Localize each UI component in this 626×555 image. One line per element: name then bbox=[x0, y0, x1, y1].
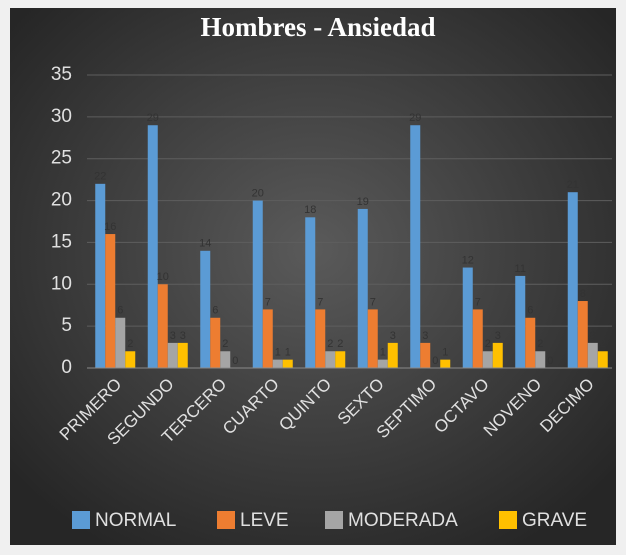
data-label: 19 bbox=[357, 196, 369, 208]
legend-label: GRAVE bbox=[522, 510, 587, 531]
data-label: 7 bbox=[475, 296, 481, 308]
data-label: 7 bbox=[370, 296, 376, 308]
bar bbox=[315, 309, 326, 368]
data-label: 12 bbox=[462, 254, 474, 266]
bar bbox=[492, 342, 503, 368]
data-label: 11 bbox=[515, 263, 526, 275]
data-label: 20 bbox=[252, 187, 264, 199]
data-label: 2 bbox=[537, 338, 543, 350]
bar bbox=[147, 125, 158, 368]
bar bbox=[377, 359, 388, 368]
bar bbox=[525, 317, 536, 368]
data-label: 6 bbox=[212, 305, 218, 317]
bar bbox=[420, 342, 431, 368]
data-label: 0 bbox=[547, 355, 553, 367]
data-label: 2 bbox=[485, 338, 491, 350]
bar bbox=[167, 342, 178, 368]
bar bbox=[577, 301, 588, 368]
y-tick-label: 5 bbox=[61, 315, 72, 336]
legend-swatch bbox=[325, 511, 343, 529]
data-label: 1 bbox=[380, 347, 386, 359]
data-label: 3 bbox=[422, 330, 428, 342]
bar bbox=[357, 208, 368, 368]
bar bbox=[200, 250, 211, 368]
data-label: 6 bbox=[117, 305, 123, 317]
y-tick-label: 20 bbox=[51, 190, 72, 211]
bar bbox=[210, 317, 221, 368]
data-label: 2 bbox=[600, 338, 606, 350]
data-label: 3 bbox=[590, 330, 596, 342]
bar bbox=[325, 351, 336, 368]
data-label: 10 bbox=[157, 271, 169, 283]
bar bbox=[220, 351, 231, 368]
legend-label: MODERADA bbox=[348, 510, 458, 531]
data-label: 7 bbox=[265, 296, 271, 308]
bar bbox=[567, 192, 578, 368]
data-label: 1 bbox=[275, 347, 281, 359]
data-label: 3 bbox=[170, 330, 176, 342]
data-label: 3 bbox=[495, 330, 501, 342]
bar bbox=[125, 351, 136, 368]
legend-label: NORMAL bbox=[95, 510, 176, 531]
y-tick-label: 15 bbox=[51, 231, 72, 252]
y-tick-label: 30 bbox=[51, 106, 72, 127]
data-label: 3 bbox=[180, 330, 186, 342]
data-label: 3 bbox=[390, 330, 396, 342]
bar bbox=[252, 200, 263, 368]
bar bbox=[472, 309, 483, 368]
legend-label: LEVE bbox=[240, 510, 289, 531]
bar bbox=[272, 359, 283, 368]
bar bbox=[95, 183, 106, 368]
bar bbox=[587, 342, 598, 368]
data-label: 7 bbox=[317, 296, 323, 308]
data-label: 29 bbox=[409, 112, 421, 124]
data-label: 21 bbox=[567, 179, 579, 191]
bar bbox=[105, 234, 116, 368]
data-label: 0 bbox=[432, 355, 438, 367]
data-label: 1 bbox=[285, 347, 291, 359]
bar bbox=[535, 351, 546, 368]
chart-title: Hombres - Ansiedad bbox=[200, 12, 435, 42]
legend-swatch bbox=[499, 511, 517, 529]
bar bbox=[515, 275, 526, 368]
data-label: 1 bbox=[442, 347, 448, 359]
y-tick-label: 0 bbox=[61, 357, 72, 378]
bar bbox=[440, 359, 451, 368]
data-label: 6 bbox=[527, 305, 533, 317]
data-label: 2 bbox=[337, 338, 343, 350]
data-label: 2 bbox=[222, 338, 228, 350]
bar bbox=[157, 284, 168, 368]
bar bbox=[597, 351, 608, 368]
y-tick-label: 25 bbox=[51, 148, 72, 169]
data-label: 16 bbox=[104, 221, 116, 233]
bar bbox=[335, 351, 346, 368]
y-tick-label: 35 bbox=[51, 64, 72, 85]
data-label: 22 bbox=[94, 171, 106, 183]
bar bbox=[387, 342, 398, 368]
bar bbox=[462, 267, 473, 368]
bar bbox=[177, 342, 188, 368]
bar bbox=[410, 125, 421, 368]
bar bbox=[305, 217, 316, 368]
data-label: 0 bbox=[232, 355, 238, 367]
bar bbox=[282, 359, 293, 368]
data-label: 2 bbox=[127, 338, 133, 350]
data-label: 18 bbox=[304, 204, 316, 216]
data-label: 2 bbox=[327, 338, 333, 350]
bar bbox=[115, 317, 126, 368]
data-label: 14 bbox=[199, 238, 211, 250]
legend-swatch bbox=[217, 511, 235, 529]
bar bbox=[262, 309, 273, 368]
bar bbox=[482, 351, 493, 368]
data-label: 29 bbox=[147, 112, 159, 124]
bar bbox=[367, 309, 378, 368]
y-tick-label: 10 bbox=[51, 273, 72, 294]
legend-swatch bbox=[72, 511, 90, 529]
data-label: 8 bbox=[580, 288, 586, 300]
